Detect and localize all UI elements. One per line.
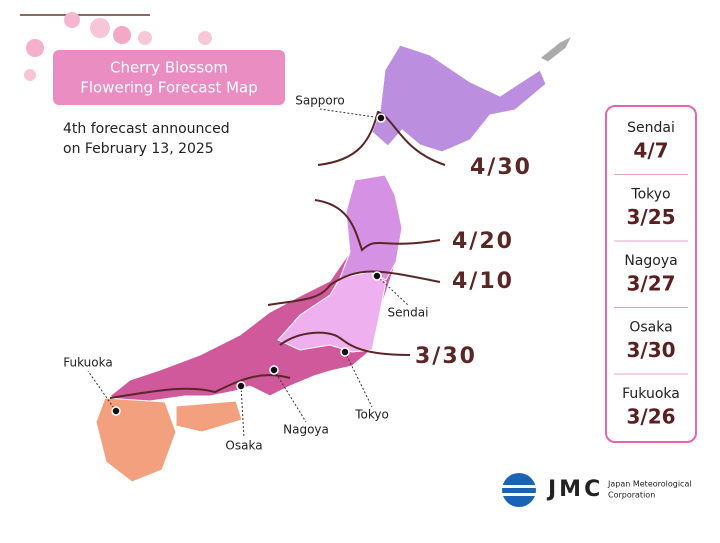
forecast-city: Tokyo	[630, 187, 670, 203]
isoline-label: 4/10	[452, 269, 514, 294]
blossom-decoration	[20, 12, 212, 81]
subtitle-line: 4th forecast announced	[63, 121, 230, 137]
isoline-label: 4/30	[470, 155, 532, 180]
city-label: Sapporo	[295, 94, 345, 108]
city-label: Fukuoka	[63, 356, 112, 370]
logo-name: Corporation	[608, 491, 655, 500]
logo-mark: JMC	[546, 477, 603, 502]
title-line: Flowering Forecast Map	[80, 79, 258, 97]
tohoku	[339, 174, 403, 281]
forecast-date: 3/30	[626, 338, 675, 362]
city-dot	[269, 365, 279, 375]
logo-name: Japan Meteorological	[607, 480, 692, 489]
title-box	[53, 50, 285, 105]
leader-line	[240, 385, 245, 439]
forecast-date: 3/25	[626, 205, 675, 229]
city-dot	[376, 113, 386, 123]
city-label: Nagoya	[283, 423, 329, 437]
city-dot	[340, 347, 350, 357]
leader-line	[319, 108, 382, 119]
shikoku	[175, 400, 243, 433]
city-label: Tokyo	[354, 408, 389, 422]
central	[277, 271, 387, 353]
forecast-city: Sendai	[627, 120, 675, 136]
land	[95, 34, 574, 483]
forecast-city: Osaka	[629, 320, 672, 336]
isoline-curves	[109, 110, 446, 399]
leader-line	[87, 370, 117, 412]
forecast-date: 3/26	[626, 405, 675, 429]
logo	[500, 473, 538, 507]
hokkaido	[371, 44, 547, 153]
title-line: Cherry Blossom	[110, 59, 228, 77]
forecast-panel	[605, 105, 697, 443]
leader-line	[376, 275, 409, 306]
city-dot	[236, 381, 246, 391]
city-label: Sendai	[388, 306, 429, 320]
subtitle-line: on February 13, 2025	[63, 141, 214, 157]
forecast-city: Nagoya	[624, 253, 677, 269]
isoline-label: 4/20	[452, 229, 514, 254]
city-label: Osaka	[225, 439, 262, 453]
forecast-date: 3/27	[626, 272, 675, 296]
kuril	[539, 34, 574, 63]
forecast-date: 4/7	[633, 139, 668, 163]
city-dot	[111, 406, 121, 416]
kyushu	[95, 397, 177, 483]
isoline-label: 3/30	[415, 344, 477, 369]
city-dot	[372, 271, 382, 281]
forecast-city: Fukuoka	[622, 386, 680, 402]
